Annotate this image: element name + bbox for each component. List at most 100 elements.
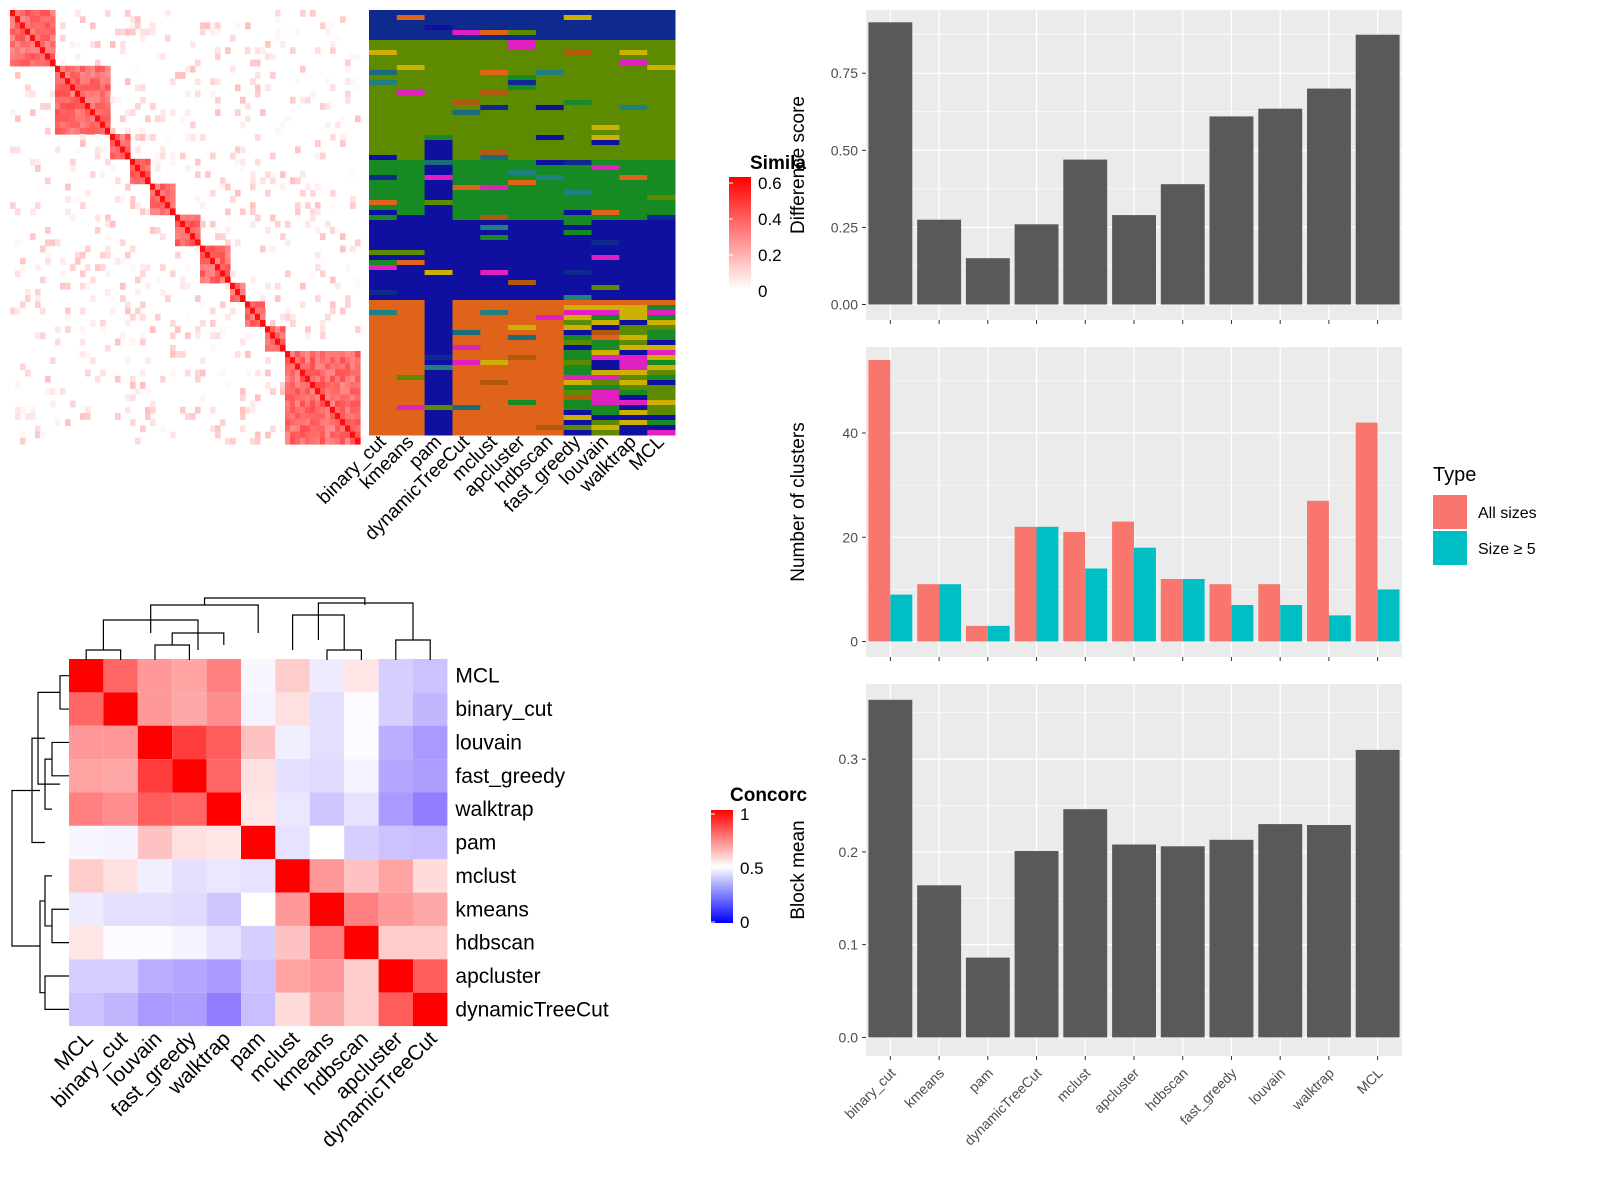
similarity-cell [70,78,76,85]
cluster-cell [619,110,648,116]
similarity-cell [110,134,116,141]
cluster-cell [619,55,648,61]
cluster-cell [508,220,537,226]
cluster-cell [508,260,537,266]
similarity-cell [290,394,296,402]
cluster-cell [647,100,676,106]
cluster-cell [508,315,537,321]
concordance-cell [137,892,173,926]
cluster-cell [591,240,620,246]
cluster-cell [424,70,453,76]
similarity-cell [350,406,356,414]
cluster-cell [396,70,426,76]
similarity-cell [140,425,146,433]
concordance-cell [241,959,276,993]
cluster-cell [591,145,620,151]
similarity-cell [45,121,51,129]
similarity-cell [70,72,76,79]
similarity-cell [130,16,136,23]
bar [1112,844,1156,1038]
x-tick-label: MCL [1354,1065,1386,1097]
cluster-cell [424,180,453,186]
cluster-cell [535,375,565,381]
cluster-cell [369,160,398,166]
similarity-cell [90,103,96,110]
cluster-cell [647,320,676,326]
similarity-cell [125,357,131,364]
similarity-cell [185,313,191,321]
cluster-cell [647,115,676,121]
cluster-cell [535,120,565,126]
bar [1209,839,1254,1038]
similarity-cell [335,394,341,402]
cluster-cell [647,345,676,351]
cluster-cell [508,230,537,236]
concordance-cell [69,959,104,993]
similarity-cell [335,369,341,377]
column-dendrogram-branch [203,597,366,605]
cluster-cell [396,210,426,216]
cluster-cell [480,190,509,196]
similarity-cell [310,351,316,358]
cluster-cell [647,55,676,61]
similarity-cell [300,301,306,309]
cluster-cell [424,265,453,271]
cluster-cell [591,190,620,196]
cluster-cell [647,350,676,356]
cluster-cell [619,280,648,286]
similarity-cell [65,115,71,123]
similarity-cell [60,59,66,67]
similarity-cell [30,22,36,30]
cluster-cell [396,25,426,31]
cluster-cell [508,365,537,371]
similarity-cell [330,369,336,377]
concordance-row-label: fast_greedy [455,765,565,788]
similarity-cell [295,357,301,364]
similarity-cell [300,394,306,402]
similarity-cell [285,425,291,433]
cluster-cell [535,390,565,396]
concordance-cell [69,859,104,893]
similarity-cell [225,264,231,271]
concordance-cell [137,659,173,693]
similarity-cell [315,202,321,209]
similarity-cell [215,425,221,433]
cluster-cell [591,25,620,31]
cluster-cell [480,400,509,406]
cluster-cell [535,325,565,331]
cluster-cell [563,130,592,136]
cluster-cell [619,150,648,156]
concordance-cell [241,759,276,793]
cluster-cell [591,340,620,346]
cluster-cell [535,260,565,266]
similarity-cell [100,103,106,110]
cluster-cell [452,405,481,411]
similarity-cell [120,140,126,147]
similarity-cell [340,140,346,147]
similarity-cell [65,78,71,85]
cluster-cell [535,300,565,306]
similarity-cell [285,400,291,408]
x-tick-label: mclust [1053,1065,1093,1105]
concordance-cell [378,992,413,1027]
similarity-cell [215,53,221,61]
similarity-cell [285,413,291,420]
similarity-cell [195,369,201,377]
cluster-cell [563,50,592,56]
similarity-cell [65,90,71,98]
cluster-cell [452,60,481,66]
cluster-cell [508,415,537,421]
similarity-cell [330,375,336,383]
cluster-cell [452,30,481,36]
bar-size-ge-5 [1036,526,1059,642]
similarity-cell [160,189,166,197]
similarity-cell [300,419,306,426]
similarity-cell [145,406,151,414]
cluster-cell [647,260,676,266]
concordance-cell [206,659,241,693]
cluster-cell [563,255,592,261]
cluster-cell [369,190,398,196]
cluster-cell [369,200,398,206]
concordance-cell [378,959,413,993]
cluster-cell [619,385,648,391]
